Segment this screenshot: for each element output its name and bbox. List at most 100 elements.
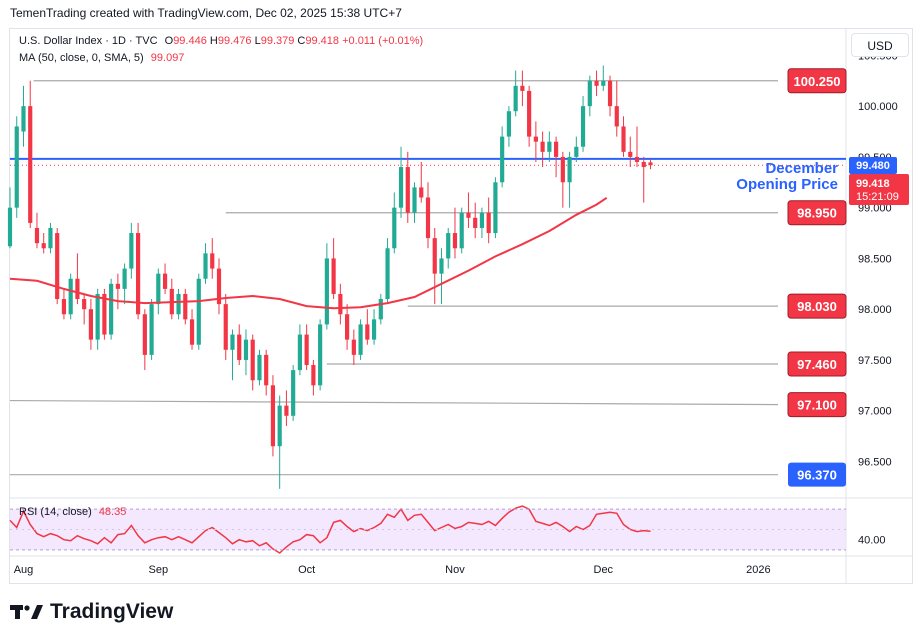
ma50-line xyxy=(9,196,608,310)
candle-body xyxy=(594,80,599,86)
candle xyxy=(634,126,640,168)
ma-label[interactable]: MA (50, close, 0, SMA, 5) xyxy=(19,52,144,64)
candle xyxy=(601,65,606,91)
currency-button[interactable]: USD xyxy=(851,33,909,57)
rsi-axis-ticks: 40.00 xyxy=(10,508,886,551)
candle xyxy=(392,192,397,254)
level-badge-text: 97.460 xyxy=(797,357,837,372)
candle-body xyxy=(297,334,302,371)
candle-body xyxy=(345,314,350,340)
candle xyxy=(169,278,174,320)
candle xyxy=(621,116,626,157)
candle xyxy=(331,238,336,300)
candle-body xyxy=(75,278,80,300)
last-price-badge-text: 99.418 xyxy=(856,178,890,190)
symbol-label[interactable]: U.S. Dollar Index · 1D · TVC xyxy=(19,35,158,47)
candle-body xyxy=(183,293,188,320)
candle xyxy=(297,324,302,376)
candle-body xyxy=(304,334,309,366)
candle xyxy=(527,85,532,147)
open-value: 99.446 xyxy=(173,35,207,47)
countdown-text: 15:21:09 xyxy=(856,191,899,203)
candle-body xyxy=(365,324,370,340)
candle-body xyxy=(452,233,458,249)
candle-body xyxy=(473,217,478,228)
rsi-legend: RSI (14, close) 48.35 xyxy=(19,506,126,518)
candle xyxy=(142,309,147,371)
level-badge xyxy=(787,200,847,226)
candle-body xyxy=(277,405,282,447)
candles xyxy=(7,65,653,489)
candle-body xyxy=(560,156,565,183)
y-tick-label: 97.000 xyxy=(858,406,892,418)
candle-body xyxy=(513,85,518,112)
y-tick-label: 99.000 xyxy=(858,203,892,215)
open-label: O xyxy=(164,35,174,47)
candle-body xyxy=(459,212,464,249)
last-price-badge xyxy=(849,174,909,205)
candle xyxy=(75,253,80,305)
candle-body xyxy=(587,80,592,107)
candle-body xyxy=(520,85,525,91)
x-tick-label: Dec xyxy=(594,564,614,576)
candle-body xyxy=(243,339,249,360)
candle-body xyxy=(149,304,154,355)
support-resistance-levels: 100.250 98.950 98.030 97.460 97.100 96.370 xyxy=(9,68,847,487)
level-badge xyxy=(787,392,847,418)
candle-body xyxy=(210,253,215,269)
candle xyxy=(7,187,13,249)
candle-body xyxy=(122,268,127,289)
candle xyxy=(14,116,19,218)
candle xyxy=(324,243,329,330)
x-tick-label: 2026 xyxy=(746,564,770,576)
rsi-line xyxy=(9,505,651,554)
candle-body xyxy=(392,207,397,249)
candle xyxy=(513,70,518,117)
candle-body xyxy=(115,283,120,289)
candle-body xyxy=(641,161,646,168)
rsi-label[interactable]: RSI (14, close) xyxy=(19,506,92,518)
candle xyxy=(446,227,451,269)
candle xyxy=(358,319,363,360)
candle-body xyxy=(371,319,377,340)
candle-body xyxy=(493,182,498,234)
x-tick-label: Aug xyxy=(14,564,34,576)
candle xyxy=(641,156,646,203)
candle-body xyxy=(48,227,53,249)
candle xyxy=(277,395,282,489)
candle xyxy=(230,329,235,381)
candle-body xyxy=(264,354,269,386)
candle-body xyxy=(634,156,640,162)
candle xyxy=(540,131,545,168)
close-label: C xyxy=(297,35,306,47)
candle-body xyxy=(540,141,545,152)
candle-body xyxy=(500,136,505,183)
candle xyxy=(614,80,619,137)
candle-body xyxy=(398,167,404,208)
candle-body xyxy=(142,314,147,355)
x-tick-label: Nov xyxy=(445,564,465,576)
candle xyxy=(243,329,249,376)
y-tick-label: 100.000 xyxy=(858,101,898,113)
candle-body xyxy=(479,212,485,228)
candle xyxy=(318,319,323,391)
candle-body xyxy=(95,293,100,340)
candle xyxy=(61,288,67,320)
candle-body xyxy=(14,126,19,208)
candle xyxy=(486,197,491,244)
candle xyxy=(291,365,296,421)
candle-body xyxy=(284,405,289,416)
candle-body xyxy=(506,111,511,137)
candle xyxy=(183,288,188,325)
candle-body xyxy=(136,233,141,315)
high-label: H xyxy=(209,35,218,47)
candle xyxy=(425,182,431,249)
candle xyxy=(533,121,538,162)
candle-body xyxy=(311,365,316,386)
candle xyxy=(237,324,242,366)
candle xyxy=(284,390,289,426)
candle xyxy=(88,299,93,350)
candle-body xyxy=(61,299,67,315)
candle-body xyxy=(237,334,242,360)
